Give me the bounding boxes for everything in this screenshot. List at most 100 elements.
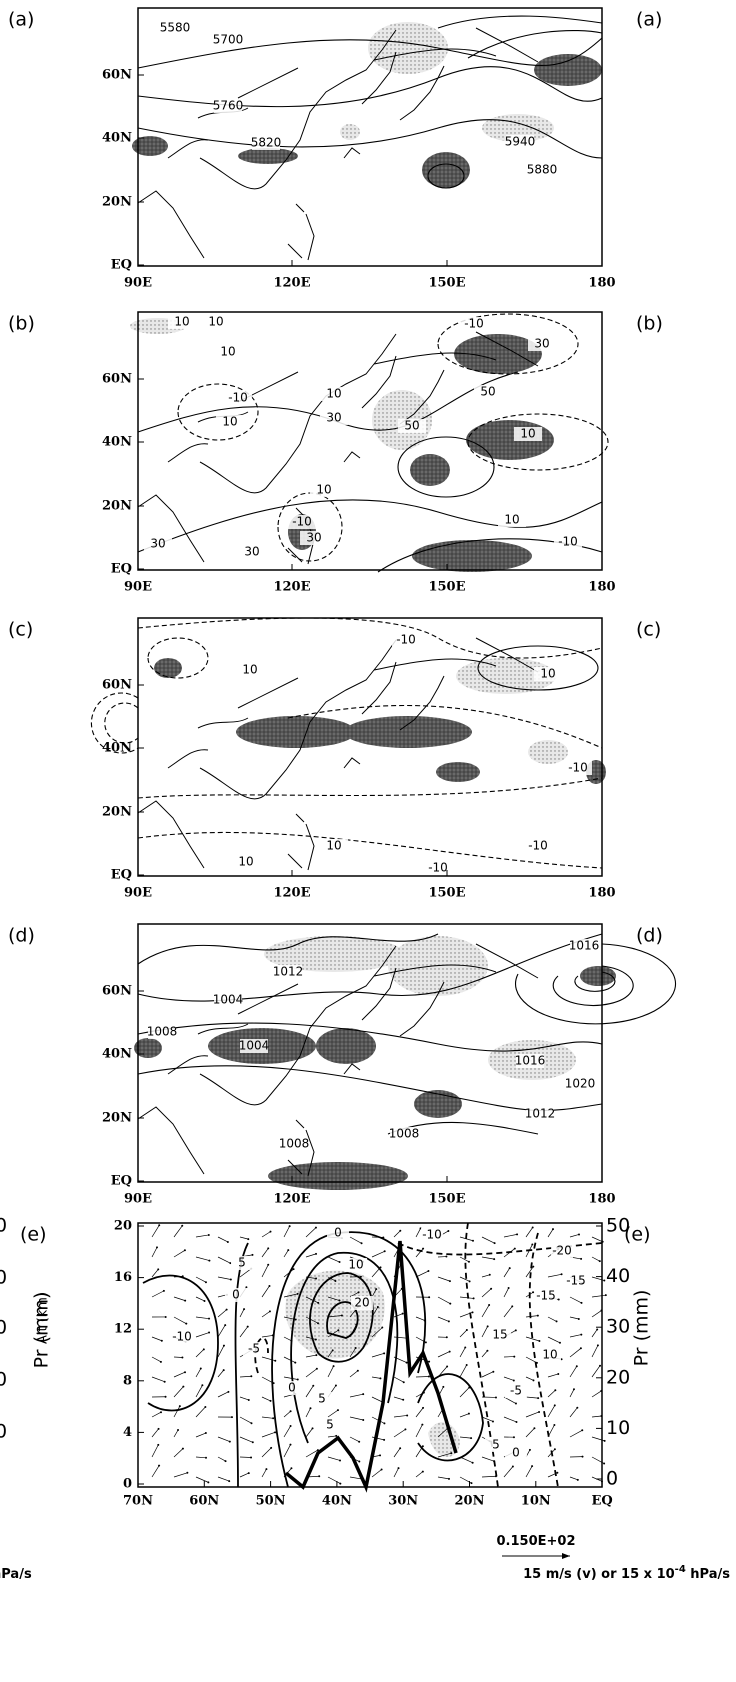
y-tick-label: 60N <box>102 678 132 693</box>
vector-head <box>315 1278 317 1280</box>
vector-head <box>464 1347 466 1349</box>
vector-head <box>333 1365 335 1367</box>
contour-label: 1008 <box>279 1137 310 1151</box>
x-tick-label: 180 <box>588 886 615 901</box>
wind-vector <box>438 1317 449 1321</box>
wind-vector <box>482 1237 495 1243</box>
wind-vector <box>548 1229 553 1237</box>
vector-head <box>576 1365 578 1367</box>
wind-vector <box>592 1416 601 1417</box>
wind-vector <box>460 1277 470 1281</box>
vector-head <box>447 1230 449 1232</box>
wind-vector <box>284 1357 295 1363</box>
vector-head <box>181 1356 183 1358</box>
x-tick-label: 180 <box>588 1192 615 1207</box>
contour-label: 30 <box>244 545 259 559</box>
wind-vector <box>262 1286 269 1297</box>
contour-label: 15 <box>492 1328 507 1342</box>
wind-vector <box>196 1369 201 1377</box>
vector-head <box>208 1260 210 1262</box>
vector-head <box>204 1406 206 1408</box>
wind-vector <box>372 1251 385 1257</box>
wind-vector <box>460 1297 474 1298</box>
wind-vector <box>196 1257 209 1261</box>
wind-vector <box>350 1437 359 1442</box>
vector-head <box>160 1411 162 1413</box>
vector-head <box>290 1467 292 1469</box>
y-tick-label: 8 <box>123 1373 132 1388</box>
wind-vector <box>328 1436 336 1437</box>
vector-head <box>383 1439 385 1441</box>
wind-vector <box>570 1335 581 1337</box>
contour-label: 10 <box>220 345 235 359</box>
vector-head <box>449 1351 451 1353</box>
contour-label: -20 <box>552 1244 572 1258</box>
vector-head <box>515 1329 517 1331</box>
vector-head <box>446 1365 448 1367</box>
vector-head <box>185 1323 187 1325</box>
wind-vector <box>482 1326 488 1337</box>
wind-vector <box>218 1310 227 1317</box>
wind-vector <box>372 1470 382 1477</box>
vector-head <box>381 1469 383 1471</box>
contour-label: -10 <box>172 1330 192 1344</box>
contour-label: 5580 <box>160 21 191 35</box>
contour-label: 0 <box>512 1446 520 1460</box>
vector-head <box>554 1448 556 1450</box>
vector-head <box>468 1413 470 1415</box>
vector-head <box>472 1311 474 1313</box>
vector-head <box>381 1327 383 1329</box>
hatch-region <box>316 1028 376 1064</box>
contour-label: 10 <box>326 839 341 853</box>
vector-head <box>245 1286 247 1288</box>
vector-head <box>165 1316 167 1318</box>
vector-head <box>332 1349 334 1351</box>
wind-vector <box>262 1357 275 1361</box>
wind-vector <box>372 1353 384 1357</box>
contour-label: 5700 <box>213 33 244 47</box>
panel-label: (a) <box>8 9 34 31</box>
wind-vector <box>196 1235 209 1237</box>
contour <box>105 703 138 743</box>
contour-label: -10 <box>464 317 484 331</box>
wind-vector <box>350 1394 363 1397</box>
vector-head <box>580 1334 582 1336</box>
vector-head <box>470 1482 472 1484</box>
y-tick-label: 40N <box>102 1047 132 1062</box>
vector-head <box>515 1403 517 1405</box>
wind-vector <box>394 1429 405 1437</box>
wind-vector <box>482 1305 489 1317</box>
vector-head <box>531 1244 533 1246</box>
wind-vector <box>240 1417 251 1423</box>
vector-head <box>556 1472 558 1474</box>
wind-vector <box>262 1265 268 1277</box>
contour-label: 1012 <box>525 1107 556 1121</box>
wind-vector <box>284 1411 291 1417</box>
vector-head <box>208 1332 210 1334</box>
wind-vector <box>152 1291 164 1297</box>
wind-vector <box>350 1371 358 1377</box>
stipple-region <box>340 124 360 140</box>
vector-head <box>559 1342 561 1344</box>
vector-head <box>532 1291 534 1293</box>
vector-head <box>573 1388 575 1390</box>
wind-vector <box>196 1333 209 1337</box>
vector-head <box>537 1397 539 1399</box>
wind-vector <box>196 1297 204 1301</box>
stipple-region <box>285 1271 384 1359</box>
y2-tick-label: 40 <box>606 1265 630 1287</box>
vector-head <box>508 1287 510 1289</box>
vector-head <box>269 1231 271 1233</box>
vector-head <box>422 1248 424 1250</box>
y-tick-label: 20N <box>102 1111 132 1126</box>
wind-vector <box>152 1357 161 1362</box>
contour-label: 1008 <box>389 1127 420 1141</box>
y-tick-label: 20N <box>102 805 132 820</box>
y-tick-label: 4 <box>123 1425 132 1440</box>
vector-head <box>466 1329 468 1331</box>
contour-label: 10 <box>316 483 331 497</box>
wind-vector <box>196 1317 209 1319</box>
wind-vector <box>306 1369 317 1377</box>
vector-head <box>312 1385 314 1387</box>
y-tick-label: 40N <box>102 131 132 146</box>
